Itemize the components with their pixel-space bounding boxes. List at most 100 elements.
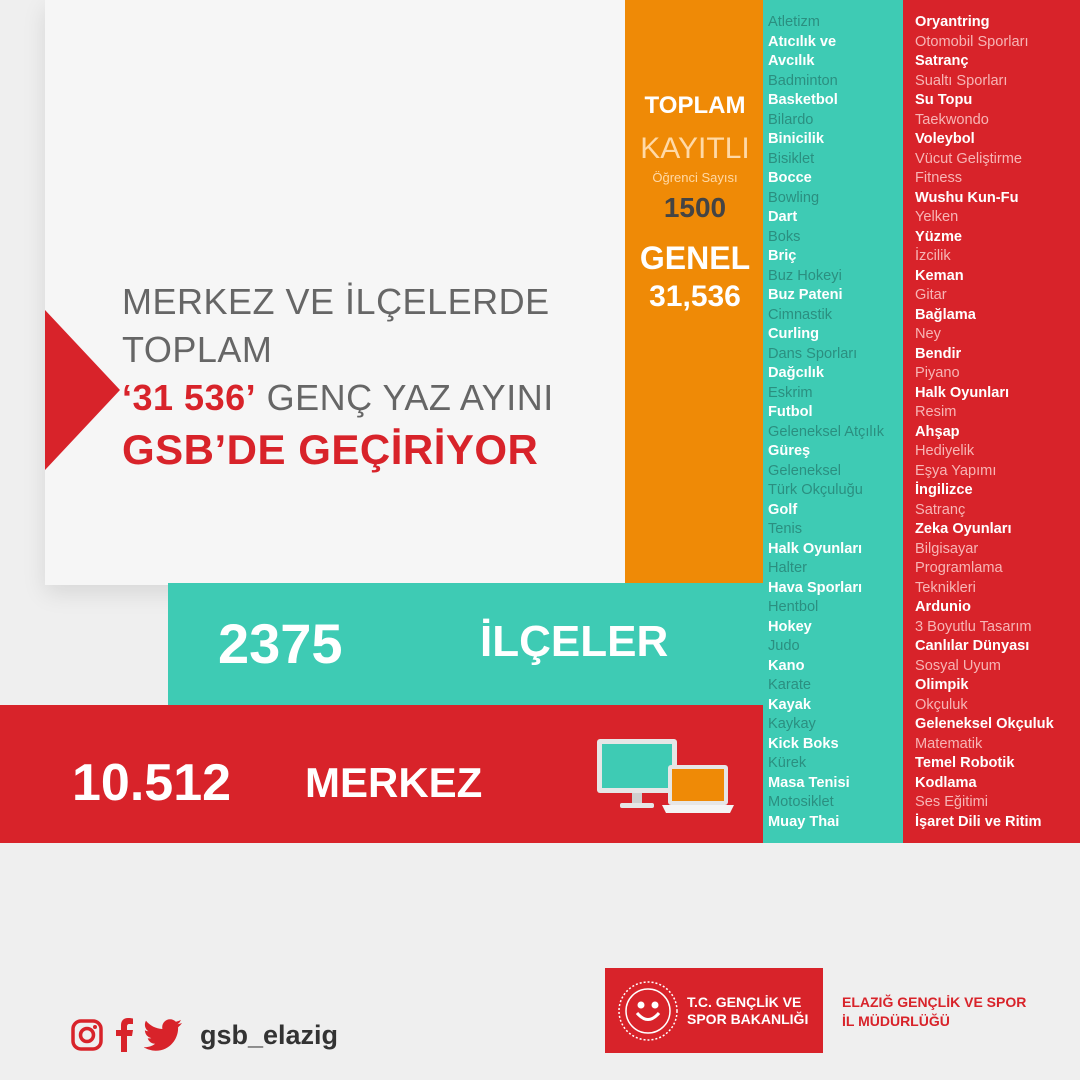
- activity-item: Zeka Oyunları: [915, 521, 1012, 537]
- activity-item: Türk Okçuluğu: [768, 482, 863, 498]
- activity-item: Su Topu: [915, 92, 973, 108]
- activity-item: Ahşap: [915, 423, 960, 440]
- sports-column-red: [903, 0, 1080, 843]
- ilceler-label: İLÇELER: [480, 617, 669, 666]
- activity-item: Yelken: [915, 209, 959, 225]
- ministry-line2: SPOR BAKANLIĞI: [687, 1010, 809, 1027]
- activity-item: Halk Oyunları: [915, 384, 1010, 401]
- activity-item: Vücut Geliştirme: [915, 150, 1023, 167]
- activity-item: Cimnastik: [768, 306, 833, 323]
- activity-item: Buz Hokeyi: [768, 267, 842, 284]
- activity-item: Fitness: [915, 170, 963, 186]
- activity-item: Bowling: [768, 189, 820, 206]
- headline-line1: MERKEZ VE İLÇELERDE: [122, 281, 550, 322]
- merkez-bar: 10.512 MERKEZ: [0, 705, 763, 843]
- activity-item: Resim: [915, 404, 957, 420]
- activity-item: İngilizce: [915, 482, 973, 498]
- activity-item: Taekwondo: [915, 111, 989, 128]
- activity-item: Bendir: [915, 345, 962, 362]
- activity-item: Geleneksel: [768, 462, 842, 479]
- activity-item: Basketbol: [768, 92, 838, 108]
- activity-item: 3 Boyutlu Tasarım: [915, 618, 1032, 635]
- stats-kayitli: KAYITLI: [640, 132, 750, 165]
- activity-item: Kayak: [768, 696, 812, 713]
- activity-item: Yüzme: [915, 228, 963, 245]
- activity-item: Buz Pateni: [768, 287, 843, 303]
- activity-item: Kürek: [768, 755, 807, 771]
- activity-item: Dans Sporları: [768, 345, 858, 362]
- activity-item: Olimpik: [915, 677, 969, 693]
- headline-panel: [45, 0, 625, 585]
- activity-item: Boks: [768, 228, 801, 245]
- activity-item: Satranç: [915, 501, 966, 518]
- headline-line2: TOPLAM: [122, 329, 273, 370]
- stats-ogrenci-count: 1500: [663, 192, 727, 223]
- activity-item: Dağcılık: [768, 365, 824, 381]
- sports-column-teal: [763, 0, 903, 843]
- stats-toplam: TOPLAM: [644, 92, 746, 119]
- headline-line4: GSB’DE GEÇİRİYOR: [122, 426, 539, 473]
- stats-genel-total: 31,536: [649, 280, 741, 313]
- office-line1: ELAZIĞ GENÇLİK VE SPOR: [842, 994, 1027, 1010]
- merkez-number: 10.512: [72, 754, 232, 812]
- activity-item: Piyano: [915, 365, 960, 381]
- activity-item: Judo: [768, 638, 800, 654]
- social-handle[interactable]: gsb_elazig: [200, 1019, 339, 1050]
- activity-item: Hentbol: [768, 599, 819, 615]
- activity-item: Bilardo: [768, 111, 814, 128]
- activity-item: Badminton: [768, 72, 838, 89]
- merkez-label: MERKEZ: [305, 759, 483, 806]
- activity-item: Motosiklet: [768, 794, 834, 810]
- activity-item: Bisiklet: [768, 150, 815, 167]
- activity-item: Geleneksel Atçılık: [768, 423, 884, 440]
- activity-item: Programlama: [915, 560, 1003, 576]
- activity-item: Sualtı Sporları: [915, 72, 1008, 89]
- activity-item: Masa Tenisi: [768, 774, 850, 791]
- ministry-logo: T.C. GENÇLİK VE SPOR BAKANLIĞI: [605, 968, 823, 1053]
- activity-item: İzcilik: [915, 248, 951, 264]
- activity-item: Teknikleri: [915, 579, 976, 596]
- activity-item: Otomobil Sporları: [915, 33, 1029, 50]
- activity-item: Hokey: [768, 618, 812, 635]
- activity-item: Futbol: [768, 404, 813, 420]
- headline-line3: ‘31 536’ GENÇ YAZ AYINI: [122, 374, 622, 422]
- instagram-icon[interactable]: [70, 1018, 104, 1052]
- activity-item: Geleneksel Okçuluk: [915, 716, 1054, 732]
- activity-item: Keman: [915, 267, 964, 284]
- sports-list-1: Atletizm Atıcılık ve Avcılık Badminton Baske…: [768, 13, 884, 832]
- activity-item: Sosyal Uyum: [915, 657, 1001, 674]
- ilceler-number: 2375: [218, 612, 343, 675]
- activity-item: Atıcılık ve: [768, 33, 837, 50]
- activity-item: Kano: [768, 657, 805, 674]
- stats-genel: GENEL: [639, 240, 751, 276]
- activity-item: İşaret Dili ve Ritim: [915, 813, 1042, 830]
- activity-item: Hava Sporları: [768, 579, 863, 596]
- activity-item: Okçuluk: [915, 696, 968, 713]
- activity-item: Bocce: [768, 170, 812, 186]
- stats-column: [625, 0, 765, 583]
- office-name: ELAZIĞ GENÇLİK VE SPOR İL MÜDÜRLÜĞÜ: [842, 993, 1026, 1031]
- activity-item: Karate: [768, 677, 811, 693]
- headline: MERKEZ VE İLÇELERDE TOPLAM ‘31 536’ GENÇ…: [122, 278, 622, 478]
- activity-item: Satranç: [915, 53, 969, 69]
- headline-count: ‘31 536’: [122, 377, 257, 418]
- ministry-name: T.C. GENÇLİK VE SPOR BAKANLIĞI: [687, 994, 808, 1028]
- activity-item: Dart: [768, 209, 798, 225]
- ilceler-bar: 2375 İLÇELER: [168, 583, 763, 705]
- activity-item: Briç: [768, 248, 797, 264]
- activity-item: Eşya Yapımı: [915, 462, 997, 479]
- activity-item: Eskrim: [768, 384, 813, 401]
- facebook-icon[interactable]: [112, 1017, 136, 1053]
- activity-item: Ney: [915, 326, 941, 342]
- activity-item: Oryantring: [915, 14, 990, 30]
- pointer-triangle: [45, 310, 120, 470]
- activity-item: Ses Eğitimi: [915, 794, 988, 810]
- computer-laptop-icon: [597, 739, 734, 813]
- activity-item: Muay Thai: [768, 813, 840, 830]
- stats-ogrenci-label: Öğrenci Sayısı: [652, 170, 738, 185]
- sports-list-2: Oryantring Otomobil Sporları Satranç Sualtı…: [915, 13, 1054, 832]
- activity-item: Kaykay: [768, 716, 816, 732]
- activity-item: Halter: [768, 560, 807, 576]
- headline-line3-rest: GENÇ YAZ AYINI: [256, 377, 554, 418]
- twitter-icon[interactable]: [144, 1018, 184, 1052]
